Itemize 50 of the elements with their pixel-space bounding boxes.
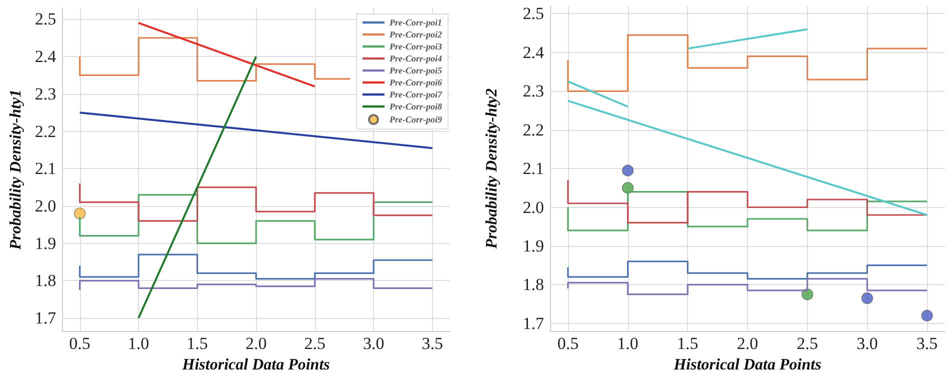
y-tick-label: 2.2 bbox=[34, 122, 56, 141]
legend-label: Pre-Corr-poi3 bbox=[390, 42, 442, 52]
x-tick-label: 3.0 bbox=[856, 334, 878, 354]
point bbox=[802, 288, 814, 300]
y-tick-label: 2.1 bbox=[34, 159, 56, 178]
y-tick-label: 2.5 bbox=[522, 4, 544, 24]
x-axis-title: Historical Data Points bbox=[672, 356, 822, 374]
y-tick-label: 1.7 bbox=[34, 308, 57, 328]
x-tick-label: 1.0 bbox=[617, 334, 638, 354]
legend-label: Pre-Corr-poi1 bbox=[390, 18, 442, 28]
x-tick-label: 2.5 bbox=[796, 334, 818, 354]
x-tick-label: 3.5 bbox=[422, 334, 443, 354]
y-tick-label: 2.5 bbox=[34, 10, 56, 29]
y-tick-label: 2.3 bbox=[34, 84, 56, 104]
x-tick-label: 2.0 bbox=[736, 334, 758, 354]
x-tick-label: 1.5 bbox=[677, 334, 698, 354]
y-tick-label: 2.4 bbox=[522, 42, 544, 62]
y-tick-label: 2.3 bbox=[522, 82, 544, 101]
y-tick-label: 2.4 bbox=[34, 47, 57, 66]
y-tick-label: 1.8 bbox=[522, 275, 544, 294]
point bbox=[921, 310, 933, 322]
legend-label: Pre-Corr-poi4 bbox=[390, 54, 442, 64]
x-tick-label: 1.5 bbox=[186, 334, 208, 354]
legend-label: Pre-Corr-poi6 bbox=[390, 78, 442, 88]
x-tick-label: 0.5 bbox=[557, 334, 579, 354]
y-tick-label: 2.2 bbox=[522, 120, 544, 140]
x-axis-title: Historical Data Points bbox=[181, 356, 330, 374]
y-tick-label: 1.9 bbox=[34, 234, 56, 253]
y-tick-label: 2.0 bbox=[522, 198, 544, 217]
legend-label: Pre-Corr-poi9 bbox=[390, 114, 442, 124]
legend-label: Pre-Corr-poi8 bbox=[390, 102, 442, 112]
y-axis-title: Probability Density-hty2 bbox=[484, 88, 500, 250]
y-tick-label: 1.9 bbox=[522, 236, 544, 256]
y-tick-label: 2.0 bbox=[34, 196, 56, 216]
x-tick-label: 3.0 bbox=[362, 334, 384, 354]
legend-label: Pre-Corr-poi5 bbox=[390, 66, 442, 76]
y-tick-label: 1.7 bbox=[522, 314, 544, 333]
x-tick-label: 2.0 bbox=[245, 334, 267, 354]
legend-label: Pre-Corr-poi7 bbox=[390, 90, 442, 100]
point bbox=[622, 182, 634, 194]
y-tick-label: 2.1 bbox=[522, 159, 544, 178]
legend-label: Pre-Corr-poi2 bbox=[390, 30, 442, 40]
y-axis-title: Probability Density-hty1 bbox=[8, 89, 24, 251]
point bbox=[622, 164, 634, 176]
x-tick-label: 0.5 bbox=[69, 334, 90, 354]
y-tick-label: 1.8 bbox=[34, 271, 56, 290]
x-tick-label: 2.5 bbox=[304, 334, 326, 354]
x-tick-label: 1.0 bbox=[128, 334, 150, 354]
point bbox=[861, 292, 873, 304]
x-tick-label: 3.5 bbox=[916, 334, 938, 354]
